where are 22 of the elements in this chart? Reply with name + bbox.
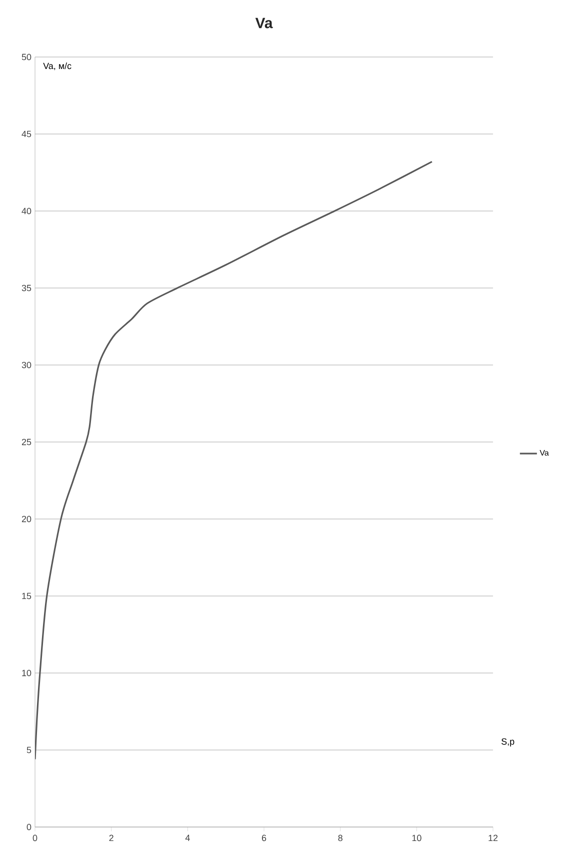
x-tick-label: 6 [262, 834, 266, 842]
y-tick-label: 35 [22, 284, 32, 292]
y-tick-label: 45 [22, 130, 32, 138]
chart-title: Va [255, 18, 273, 28]
x-axis-title: S,p [502, 738, 514, 746]
y-tick-label: 25 [22, 438, 32, 446]
y-tick-label: 20 [22, 516, 32, 522]
y-tick-label: 30 [22, 362, 32, 368]
x-tick-label: 4 [185, 834, 190, 841]
x-tick-label: 12 [488, 834, 498, 842]
x-tick-label: 0 [32, 834, 38, 842]
y-tick-label: 15 [22, 592, 32, 600]
x-tick-label: 10 [412, 834, 422, 842]
y-tick-label: 5 [26, 746, 32, 754]
line-series [35, 160, 433, 760]
y-tick-label: 0 [26, 824, 32, 830]
y-tick-label: 50 [22, 54, 32, 60]
y-tick-label: 10 [22, 670, 32, 676]
x-tick-label: 2 [109, 834, 114, 842]
x-tick-label: 8 [338, 834, 342, 842]
y-axis-title: Va, м/с [43, 62, 72, 70]
y-tick-label: 40 [22, 208, 32, 214]
